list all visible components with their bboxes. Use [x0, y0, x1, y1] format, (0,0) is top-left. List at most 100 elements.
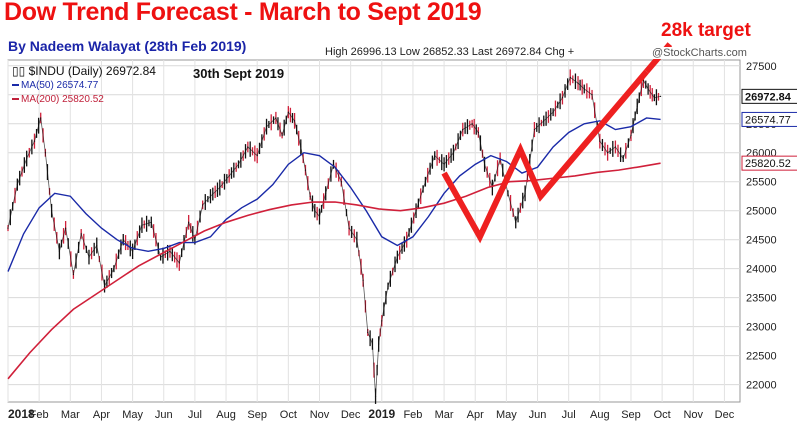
price-point: [569, 76, 571, 78]
price-point: [72, 273, 75, 276]
price-point: [40, 117, 42, 119]
x-tick-label: 2019: [368, 407, 395, 421]
price-point: [477, 131, 479, 134]
stockcharts-watermark: @StockCharts.com: [652, 47, 747, 59]
headline: Dow Trend Forecast - March to Sept 2019: [4, 0, 482, 26]
price-point: [552, 111, 554, 113]
price-point: [309, 195, 311, 197]
price-badge-label: 26972.84: [745, 91, 792, 103]
author-byline: By Nadeem Walayat (28th Feb 2019): [8, 38, 253, 54]
price-point: [533, 128, 536, 131]
price-point: [622, 157, 624, 160]
x-tick-label: Apr: [467, 409, 484, 421]
price-point: [51, 210, 53, 212]
price-point: [16, 184, 18, 186]
x-tick-label: Jul: [562, 409, 576, 421]
price-point: [543, 120, 545, 122]
x-tick-label: Jul: [188, 409, 202, 421]
price-point: [113, 268, 115, 270]
price-point: [281, 134, 283, 136]
x-tick-label: Apr: [93, 409, 110, 421]
price-point: [150, 221, 152, 223]
x-tick-label: Aug: [216, 409, 236, 421]
price-point: [169, 250, 171, 252]
price-point: [396, 256, 398, 258]
price-badge-box: [741, 88, 797, 104]
y-tick-label: 27500: [746, 61, 777, 73]
date-label: 30th Sept 2019: [193, 66, 285, 81]
price-point: [362, 279, 364, 281]
price-point: [471, 123, 473, 125]
ma200-swatch: [12, 98, 19, 101]
price-point: [524, 192, 526, 194]
x-tick-label: Aug: [590, 409, 610, 421]
x-tick-label: Jun: [529, 409, 547, 421]
price-point: [599, 140, 601, 142]
price-point: [387, 285, 389, 287]
y-tick-label: 22500: [746, 351, 777, 363]
y-tick-label: 23000: [746, 322, 777, 334]
price-point: [80, 233, 82, 235]
x-tick-label: 2018: [8, 407, 35, 421]
price-point: [491, 186, 493, 189]
price-badge-box: [741, 111, 797, 127]
x-tick-label: Nov: [310, 409, 330, 421]
price-point: [591, 94, 593, 96]
price-point: [332, 163, 335, 165]
legend-ma200-text: MA(200) 25820.52: [21, 94, 104, 105]
price-point: [237, 163, 240, 165]
price-point: [415, 210, 417, 212]
price-point: [374, 395, 377, 397]
grid-layer: [7, 59, 741, 403]
price-stats: High 26996.13 Low 26852.33 Last 26972.84…: [325, 46, 575, 58]
price-point: [209, 195, 212, 197]
chart-type-icon: ▯▯: [12, 64, 26, 78]
price-bars: [7, 69, 662, 404]
y-tick-label: 22000: [746, 380, 777, 392]
price-point: [287, 111, 289, 113]
x-tick-label: Dec: [341, 409, 361, 421]
price-point: [300, 146, 302, 148]
plot-frame: [7, 59, 741, 403]
x-tick-label: Jun: [155, 409, 173, 421]
price-point: [614, 146, 617, 148]
x-tick-label: Mar: [435, 409, 454, 421]
price-point: [356, 239, 358, 241]
price-point: [561, 97, 564, 99]
price-point: [44, 152, 46, 154]
price-point: [424, 181, 426, 183]
legend-symbol: ▯▯ $INDU (Daily) 26972.84: [12, 64, 156, 78]
x-tick-label: May: [496, 409, 517, 421]
x-tick-label: Mar: [61, 409, 80, 421]
price-point: [103, 285, 106, 287]
forecast-path: [441, 69, 649, 244]
price-point: [630, 134, 632, 136]
x-tick-label: Feb: [403, 409, 422, 421]
price-point: [381, 320, 383, 322]
price-point: [188, 221, 190, 223]
price-point: [443, 163, 445, 165]
x-tick-label: Sep: [247, 409, 267, 421]
x-tick-label: May: [122, 409, 143, 421]
price-point: [653, 97, 655, 99]
price-point: [58, 250, 60, 252]
price-point: [88, 256, 90, 258]
price-point: [636, 105, 638, 107]
price-point: [325, 192, 327, 194]
y-tick-label: 24000: [746, 264, 777, 276]
price-point: [131, 250, 134, 252]
price-point: [348, 227, 350, 229]
price-point: [340, 181, 342, 183]
price-point: [378, 343, 380, 345]
x-tick-label: Oct: [280, 409, 297, 421]
price-point: [304, 169, 307, 171]
price-point: [65, 227, 67, 229]
price-point: [515, 221, 517, 223]
price-point: [367, 331, 369, 334]
price-point: [122, 239, 124, 241]
price-badge-box: [741, 155, 797, 171]
legend-symbol-text: $INDU (Daily) 26972.84: [28, 64, 156, 78]
x-tick-label: Nov: [683, 409, 703, 421]
